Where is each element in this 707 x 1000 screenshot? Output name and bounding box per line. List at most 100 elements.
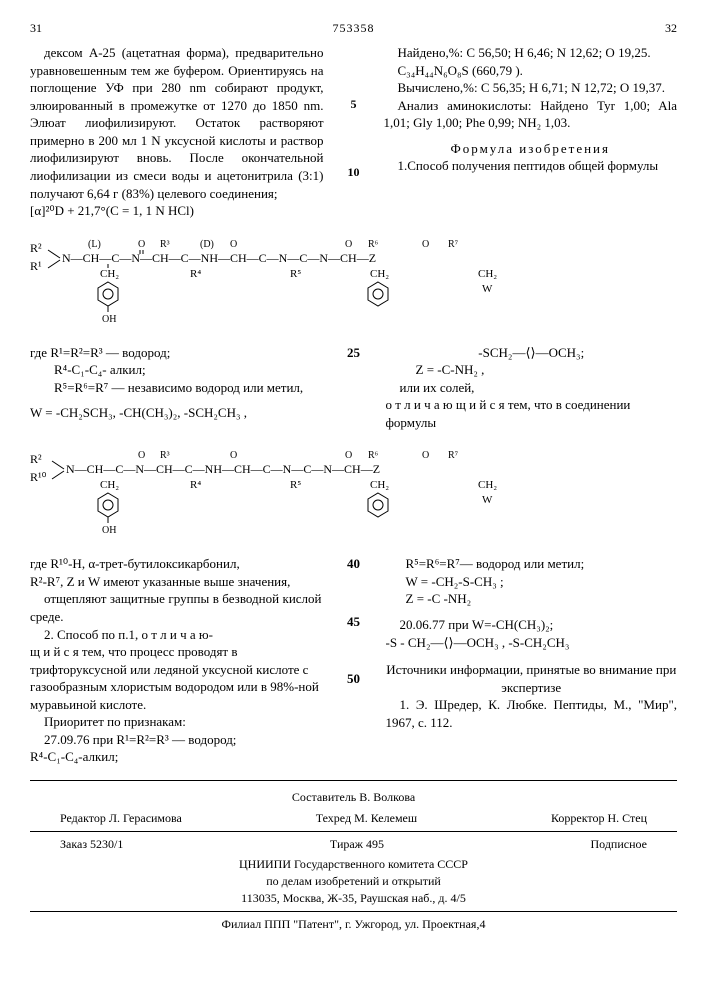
lower-columns: где R¹⁰-Н, α-трет-бутилоксикарбонил, R²-… [30,555,677,766]
calc-text: Вычислено,%: C 56,35; H 6,71; N 12,72; O… [384,79,678,97]
svg-text:OH: OH [102,525,116,536]
rl-l2: W = -CH₂-S-CH₃ ; [406,573,678,591]
where2-l2: R²-R⁷, Z и W имеют указанные выше значен… [30,573,322,591]
svg-text:CH₂: CH₂ [478,479,497,491]
svg-text:CH₂: CH₂ [370,479,389,491]
svg-text:O: O [138,450,145,461]
priority-r4: R⁴-C₁-C₄-алкил; [30,748,322,766]
document-number: 753358 [42,20,665,36]
svg-text:(D): (D) [200,239,214,250]
svg-text:R²: R² [30,241,42,255]
line-num-40: 40 [342,555,366,573]
corrector: Корректор Н. Стец [551,810,647,827]
branch-line: Филиал ППП "Патент", г. Ужгород, ул. Про… [30,916,677,933]
where2-l1: где R¹⁰-Н, α-трет-бутилоксикарбонил, [30,555,322,573]
rl-l1: R⁵=R⁶=R⁷— водород или метил; [406,555,678,573]
svg-text:CH₂: CH₂ [478,268,497,280]
svg-text:R³: R³ [160,450,170,461]
svg-text:O: O [345,450,352,461]
svg-text:R⁷: R⁷ [448,450,459,461]
footer-separator-3 [30,911,677,912]
optical-rotation: [α]²⁰D + 21,7°(С = 1, 1 N HCl) [30,202,324,220]
line-num-5: 5 [351,96,357,112]
line-num-50: 50 [342,670,366,688]
line-number-gutter: 5 10 [344,44,364,219]
org-line1: ЦНИИПИ Государственного комитета СССР [30,856,677,873]
z-group: Z = -C-NH₂ , [416,361,678,379]
org-address: 113035, Москва, Ж-35, Раушская наб., д. … [30,890,677,907]
empirical-formula: C₃₄H₄₄N₆O₈S (660,79 ). [384,62,678,80]
svg-text:R⁵: R⁵ [290,268,301,280]
svg-text:O: O [345,239,352,250]
order-num: Заказ 5230/1 [60,836,123,853]
left-paragraph: дексом А-25 (ацетатная форма), предварит… [30,44,324,202]
footer-block: Составитель В. Волкова Редактор Л. Герас… [30,789,677,933]
editor: Редактор Л. Герасимова [60,810,182,827]
top-columns: дексом А-25 (ацетатная форма), предварит… [30,44,677,219]
svg-text:R⁵: R⁵ [290,479,301,491]
sch-group: -SCH₂—⟨⟩—OCH₃; [386,344,678,362]
where-block-1: где R¹=R²=R³ — водород; R⁴-C₁-C₄- алкил;… [30,344,677,432]
amino-analysis: Анализ аминокислоты: Найдено Tyr 1,00; A… [384,97,678,132]
line-num-25: 25 [342,344,366,362]
where1-l2: R⁴-C₁-C₄- алкил; [54,361,322,379]
svg-text:R⁶: R⁶ [368,239,379,250]
svg-text:CH₂: CH₂ [100,268,119,280]
svg-text:N—CH—C—N—CH—C—NH—CH—C—N—C—N—CH: N—CH—C—N—CH—C—NH—CH—C—N—C—N—CH—Z [66,462,380,476]
right-column: Найдено,%: C 56,50; H 6,46; N 12,62; O 1… [384,44,678,219]
svg-text:CH₂: CH₂ [100,479,119,491]
svg-text:OH: OH [102,314,116,325]
where1-l1: где R¹=R²=R³ — водород; [30,344,322,362]
claim-1-intro: 1.Способ получения пептидов общей формул… [384,157,678,175]
footer-separator-2 [30,831,677,832]
compiler: Составитель В. Волкова [30,789,677,806]
svg-text:R¹⁰: R¹⁰ [30,470,47,484]
svg-text:R⁴: R⁴ [190,268,201,280]
svg-text:O: O [230,239,237,250]
svg-text:O: O [230,450,237,461]
org-line2: по делам изобретений и открытий [30,873,677,890]
line-nums-lower: 40 45 50 [342,555,366,688]
line-num-10: 10 [348,164,360,180]
page-num-left: 31 [30,20,42,36]
rl-l3: Z = -C -NH₂ [406,590,678,608]
svg-text:R⁴: R⁴ [190,479,201,491]
priority-date1: 27.09.76 при R¹=R²=R³ — водород; [30,731,322,749]
subscription: Подписное [591,836,648,853]
invention-formula-title: Формула изобретения [384,140,678,158]
svg-text:O: O [138,239,145,250]
found-text: Найдено,%: C 56,50; H 6,46; N 12,62; O 1… [384,44,678,62]
svg-text:W: W [482,494,493,506]
peptide-formula-2: R²R¹⁰ N—CH—C—N—CH—C—NH—CH—C—N—C—N—CH—Z O… [30,443,677,543]
salts-text: или их солей, [386,379,678,397]
sources-text: 1. Э. Шредер, К. Любке. Пептиды, М., "Ми… [386,696,678,731]
claim2a: 2. Способ по п.1, о т л и ч а ю- [30,626,322,644]
where1-l3: R⁵=R⁶=R⁷ — независимо водород или метил, [54,379,322,397]
svg-text:R¹: R¹ [30,259,42,273]
diff-text: о т л и ч а ю щ и й с я тем, что в соеди… [386,396,678,431]
svg-text:W: W [482,283,493,295]
left-column: дексом А-25 (ацетатная форма), предварит… [30,44,324,219]
page-num-right: 32 [665,20,677,36]
svg-text:O: O [422,450,429,461]
svg-text:O: O [422,239,429,250]
svg-text:(L): (L) [88,239,101,250]
sources-title: Источники информации, принятые во вниман… [386,661,678,696]
svg-text:R³: R³ [160,239,170,250]
footer-separator-1 [30,780,677,781]
svg-text:R⁷: R⁷ [448,239,459,250]
priority-label: Приоритет по признакам: [30,713,322,731]
svg-text:N—CH—C—N—CH—C—NH—CH—C—N—C—N—CH: N—CH—C—N—CH—C—NH—CH—C—N—C—N—CH—Z [62,251,376,265]
page-header: 31 753358 32 [30,20,677,36]
peptide-formula-1: R² R¹ N—CH—C—N—CH—C—NH—CH—C—N—C—N—CH—Z (L… [30,232,677,332]
svg-text:R⁶: R⁶ [368,450,379,461]
where1-w: W = -CH₂SCH₃, -CH(CH₃)₂, -SCH₂CH₃ , [30,404,322,422]
techred: Техред М. Келемеш [316,810,417,827]
rl-d3: 20.06.77 при W=-CH(CH₃)₂; [386,616,678,634]
footer-order: Заказ 5230/1 Тираж 495 Подписное [60,836,647,853]
where2-l3: отщепляют защитные группы в безводной ки… [30,590,322,625]
rl-d4: -S - CH₂—⟨⟩—OCH₃ , -S-CH₂CH₃ [386,634,678,652]
claim2b: щ и й с я тем, что процесс проводят в тр… [30,643,322,713]
svg-text:CH₂: CH₂ [370,268,389,280]
tirage: Тираж 495 [330,836,384,853]
